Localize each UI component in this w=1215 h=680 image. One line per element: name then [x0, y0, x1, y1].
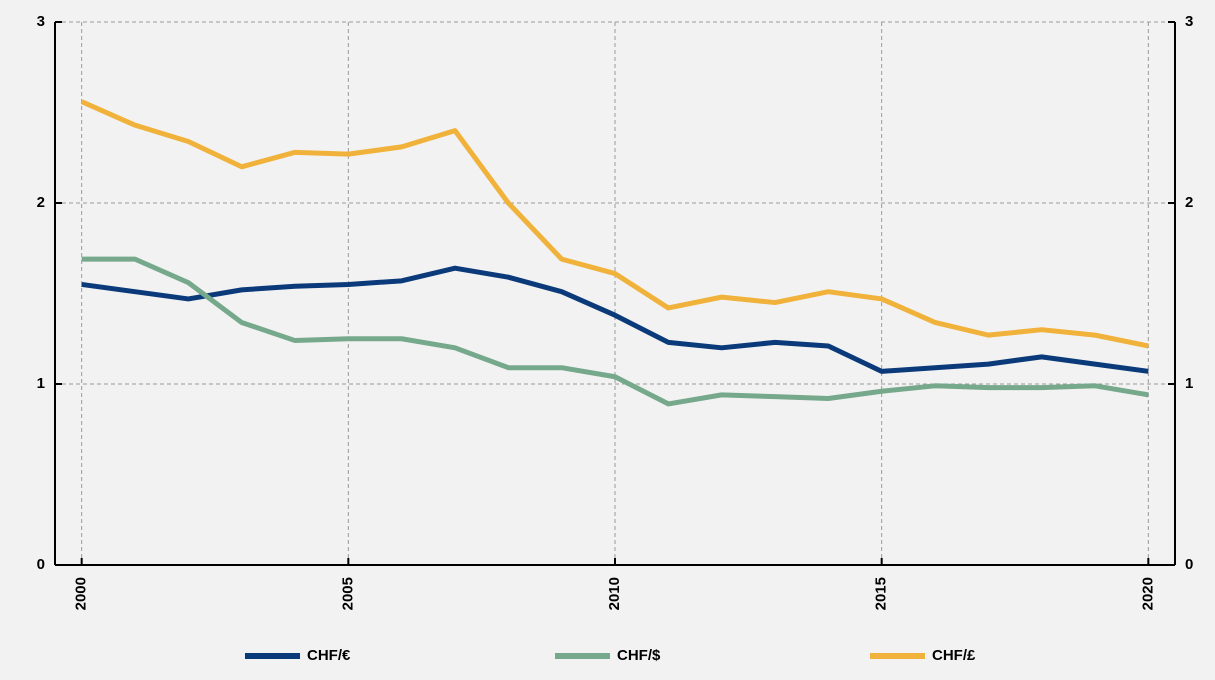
- legend-label: CHF/£: [932, 647, 976, 664]
- y-tick-label: 1: [37, 375, 45, 392]
- legend-label: CHF/$: [617, 647, 661, 664]
- legend-label: CHF/€: [307, 647, 351, 664]
- x-tick-label: 2010: [606, 577, 623, 610]
- x-tick-label: 2015: [873, 577, 890, 610]
- y2-tick-label: 2: [1185, 194, 1193, 211]
- x-tick-label: 2000: [73, 577, 90, 610]
- y-tick-label: 3: [37, 13, 45, 30]
- y2-tick-label: 1: [1185, 375, 1193, 392]
- y2-tick-label: 0: [1185, 556, 1193, 573]
- y-tick-label: 2: [37, 194, 45, 211]
- x-tick-label: 2005: [339, 577, 356, 610]
- series-line: [81, 256, 1149, 407]
- x-tick-label: 2020: [1139, 577, 1156, 610]
- series-line: [81, 265, 1149, 374]
- series-line: [80, 99, 1149, 349]
- y2-tick-label: 3: [1185, 13, 1193, 30]
- y-tick-label: 0: [37, 556, 45, 573]
